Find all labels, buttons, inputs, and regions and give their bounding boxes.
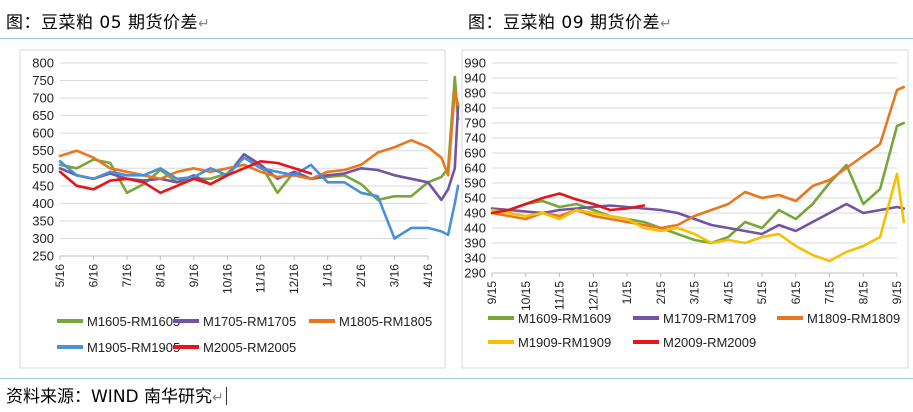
- y-tick-label: 940: [464, 71, 486, 86]
- y-tick-label: 890: [464, 86, 486, 101]
- y-tick-label: 340: [464, 251, 486, 266]
- series-line-1: [490, 121, 906, 245]
- chart-frame: [461, 49, 909, 369]
- legend-label: M2005-RM2005: [203, 340, 296, 355]
- x-tick-label: 8/16: [153, 264, 167, 288]
- x-tick-label: 12/15: [586, 281, 600, 311]
- chart-1: 2903403904404905405906406907407908408909…: [461, 49, 909, 369]
- x-tick-label: 8/15: [856, 281, 870, 305]
- chart-0: 250 300 350 400 450 500 550 600 650 700 750 800 5/16…: [19, 49, 460, 369]
- y-tick-label: 750: [32, 73, 54, 88]
- source-note: 资料来源：WIND 南华研究↵: [6, 382, 227, 407]
- y-tick-label: 250: [32, 249, 54, 264]
- y-tick-label: 600: [32, 126, 54, 141]
- y-tick-label: 800: [32, 56, 54, 71]
- y-tick-label: 650: [32, 108, 54, 123]
- x-tick-label: 1/15: [620, 281, 634, 305]
- x-tick-label: 1/16: [321, 264, 335, 288]
- series-line-3: [58, 89, 460, 181]
- y-tick-label: 390: [464, 236, 486, 251]
- x-tick-label: 11/15: [553, 281, 567, 310]
- x-tick-label: 4/15: [721, 281, 735, 305]
- series-line-5: [58, 160, 313, 195]
- legend-label: M1805-RM1805: [339, 314, 432, 329]
- x-tick-label: 11/16: [254, 264, 268, 293]
- paragraph-mark-icon: ↵: [197, 16, 211, 32]
- chart-frame: [19, 49, 446, 369]
- legend-label: M1605-RM1605: [87, 314, 180, 329]
- y-tick-label: 790: [464, 116, 486, 131]
- legend-label: M1609-RM1609: [518, 311, 611, 326]
- x-tick-label: 2/16: [354, 264, 368, 288]
- x-tick-label: 9/16: [187, 264, 201, 288]
- x-tick-label: 7/16: [120, 264, 134, 288]
- y-tick-label: 640: [464, 161, 486, 176]
- legend-label: M2009-RM2009: [663, 335, 756, 350]
- bottom-divider: [0, 378, 913, 379]
- series-line-1: [58, 75, 460, 202]
- y-tick-label: 840: [464, 101, 486, 116]
- top-divider: [0, 38, 913, 39]
- legend-label: M1705-RM1705: [203, 314, 296, 329]
- series-line-5: [490, 192, 646, 215]
- x-tick-label: 12/16: [287, 264, 301, 294]
- legend-label: M1709-RM1709: [663, 311, 756, 326]
- x-tick-label: 3/16: [388, 264, 402, 288]
- x-tick-label: 5/15: [755, 281, 769, 305]
- y-tick-label: 400: [32, 196, 54, 211]
- y-tick-label: 290: [464, 266, 486, 281]
- y-tick-label: 350: [32, 213, 54, 228]
- series-line-4: [58, 156, 460, 240]
- x-tick-label: 4/16: [421, 264, 435, 288]
- x-tick-label: 6/16: [86, 264, 100, 288]
- paragraph-mark-icon: ↵: [212, 390, 224, 406]
- legend-label: M1809-RM1809: [807, 311, 900, 326]
- y-tick-label: 440: [464, 221, 486, 236]
- y-tick-label: 300: [32, 231, 54, 246]
- y-tick-label: 450: [32, 178, 54, 193]
- x-tick-label: 2/15: [654, 281, 668, 305]
- y-tick-label: 990: [464, 56, 486, 71]
- y-tick-label: 490: [464, 206, 486, 221]
- x-tick-label: 7/15: [823, 281, 837, 305]
- y-tick-label: 540: [464, 191, 486, 206]
- x-tick-label: 9/15: [485, 281, 499, 305]
- y-tick-label: 550: [32, 143, 54, 158]
- figure-caption-left: 图：豆菜粕 05 期货价差↵: [6, 13, 211, 33]
- x-tick-label: 6/15: [789, 281, 803, 305]
- y-tick-label: 700: [32, 91, 54, 106]
- legend-label: M1909-RM1909: [518, 335, 611, 350]
- paragraph-mark-icon: ↵: [659, 16, 673, 32]
- series-line-2: [490, 202, 906, 236]
- y-tick-label: 740: [464, 131, 486, 146]
- x-tick-label: 9/15: [890, 281, 904, 305]
- y-tick-label: 590: [464, 176, 486, 191]
- series-line-3: [490, 85, 906, 230]
- y-tick-label: 690: [464, 146, 486, 161]
- series-line-4: [490, 172, 906, 263]
- x-tick-label: 10/16: [220, 264, 234, 294]
- figure-caption-right: 图：豆菜粕 09 期货价差↵: [468, 13, 673, 33]
- y-tick-label: 500: [32, 161, 54, 176]
- x-tick-label: 5/16: [53, 264, 67, 288]
- text-cursor: [225, 387, 227, 405]
- legend-label: M1905-RM1905: [87, 340, 180, 355]
- x-tick-label: 3/15: [688, 281, 702, 305]
- x-tick-label: 10/15: [519, 281, 533, 311]
